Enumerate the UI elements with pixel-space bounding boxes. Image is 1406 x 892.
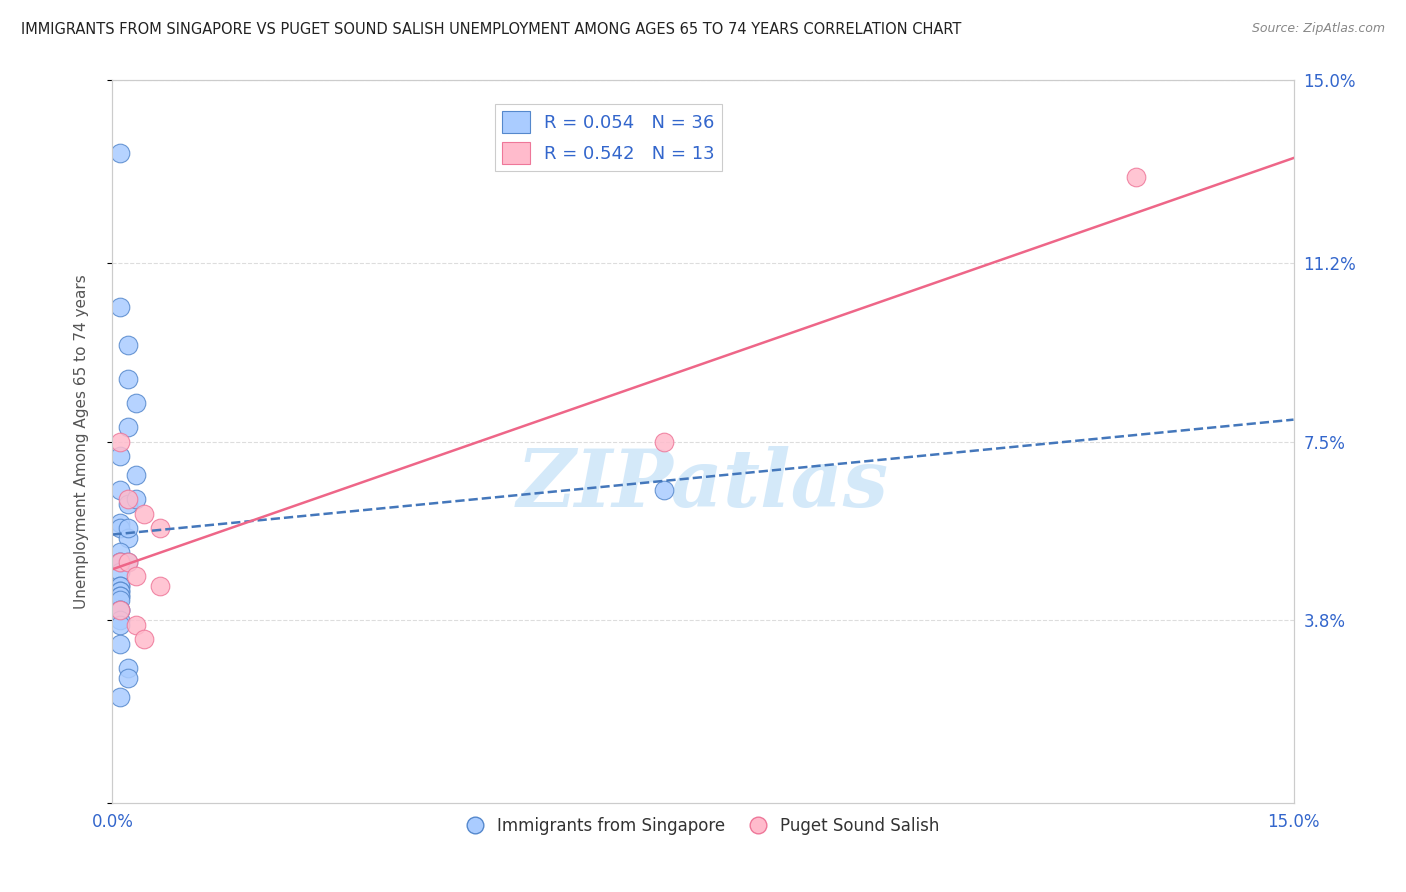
Point [110, 583, 132, 598]
Point [117, 420, 139, 434]
Y-axis label: Unemployment Among Ages 65 to 74 years: Unemployment Among Ages 65 to 74 years [75, 274, 89, 609]
Text: Source: ZipAtlas.com: Source: ZipAtlas.com [1251, 22, 1385, 36]
Point [110, 555, 132, 569]
Point [110, 690, 132, 704]
Point [117, 492, 139, 507]
Text: ZIPatlas: ZIPatlas [517, 446, 889, 524]
Point [110, 449, 132, 463]
Point [110, 589, 132, 603]
Point [132, 507, 155, 521]
Point [110, 521, 132, 535]
Point [149, 579, 172, 593]
Point [110, 593, 132, 607]
Point [652, 434, 675, 449]
Point [110, 555, 132, 569]
Point [110, 613, 132, 627]
Point [125, 492, 148, 507]
Point [110, 579, 132, 593]
Point [117, 531, 139, 545]
Point [110, 555, 132, 569]
Point [149, 521, 172, 535]
Point [110, 483, 132, 497]
Point [110, 579, 132, 593]
Point [110, 583, 132, 598]
Point [110, 603, 132, 617]
Point [110, 603, 132, 617]
Point [117, 671, 139, 685]
Point [110, 145, 132, 160]
Point [117, 555, 139, 569]
Point [117, 555, 139, 569]
Point [110, 637, 132, 651]
Point [125, 468, 148, 483]
Point [110, 565, 132, 579]
Point [110, 434, 132, 449]
Legend: Immigrants from Singapore, Puget Sound Salish: Immigrants from Singapore, Puget Sound S… [460, 810, 946, 841]
Point [110, 300, 132, 314]
Point [110, 617, 132, 632]
Point [110, 545, 132, 559]
Point [117, 338, 139, 352]
Text: IMMIGRANTS FROM SINGAPORE VS PUGET SOUND SALISH UNEMPLOYMENT AMONG AGES 65 TO 74: IMMIGRANTS FROM SINGAPORE VS PUGET SOUND… [21, 22, 962, 37]
Point [652, 483, 675, 497]
Point [110, 516, 132, 531]
Point [110, 589, 132, 603]
Point [125, 569, 148, 583]
Point [110, 603, 132, 617]
Point [117, 497, 139, 511]
Point [117, 372, 139, 386]
Point [117, 521, 139, 535]
Point [1125, 169, 1147, 184]
Point [125, 617, 148, 632]
Point [132, 632, 155, 646]
Point [117, 661, 139, 675]
Point [125, 396, 148, 410]
